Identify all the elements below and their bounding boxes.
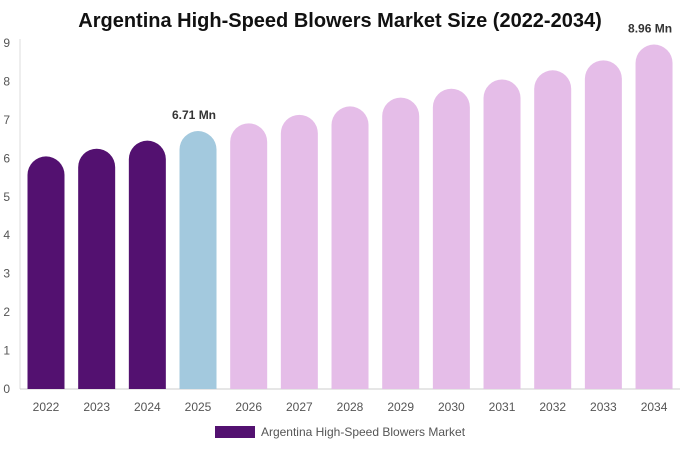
y-tick-label: 4 [3,228,10,242]
bar-2022 [27,156,65,389]
x-tick-label-2025: 2025 [185,400,212,414]
x-tick-label-2034: 2034 [641,400,668,414]
bar-2023 [78,148,116,389]
bar-2029 [382,97,420,389]
bar-2031 [483,79,521,389]
chart-title: Argentina High-Speed Blowers Market Size… [78,10,602,32]
bar-2027 [280,114,318,389]
x-tick-label-2024: 2024 [134,400,161,414]
y-tick-label: 3 [3,267,10,281]
y-tick-label: 9 [3,36,10,50]
y-tick-label: 8 [3,74,10,88]
bar-2034 [635,44,673,389]
bar-2028 [331,106,369,389]
y-tick-label: 5 [3,190,10,204]
x-tick-label-2032: 2032 [539,400,566,414]
bar-2033 [584,60,622,389]
bar-2030 [432,88,470,389]
legend-swatch [214,426,255,438]
bar-2024 [128,140,166,389]
legend-label: Argentina High-Speed Blowers Market [260,425,466,439]
x-tick-label-2027: 2027 [286,400,313,414]
data-label-2034: 8.96 Mn [628,22,672,36]
x-tick-label-2023: 2023 [83,400,110,414]
y-tick-label: 7 [3,113,10,127]
data-label-2025: 6.71 Mn [172,108,216,122]
x-tick-label-2028: 2028 [337,400,364,414]
x-tick-label-2029: 2029 [387,400,414,414]
y-tick-label: 1 [3,344,10,358]
bar-2025 [179,131,217,389]
y-tick-label: 2 [3,305,10,319]
x-tick-label-2022: 2022 [33,400,60,414]
legend: Argentina High-Speed Blowers Market [0,425,680,439]
bar-2026 [230,123,268,390]
y-tick-label: 0 [3,382,10,396]
x-tick-label-2031: 2031 [489,400,516,414]
x-tick-label-2026: 2026 [235,400,262,414]
x-tick-label-2030: 2030 [438,400,465,414]
y-tick-label: 6 [3,151,10,165]
x-tick-label-2033: 2033 [590,400,617,414]
bar-2032 [534,70,572,389]
